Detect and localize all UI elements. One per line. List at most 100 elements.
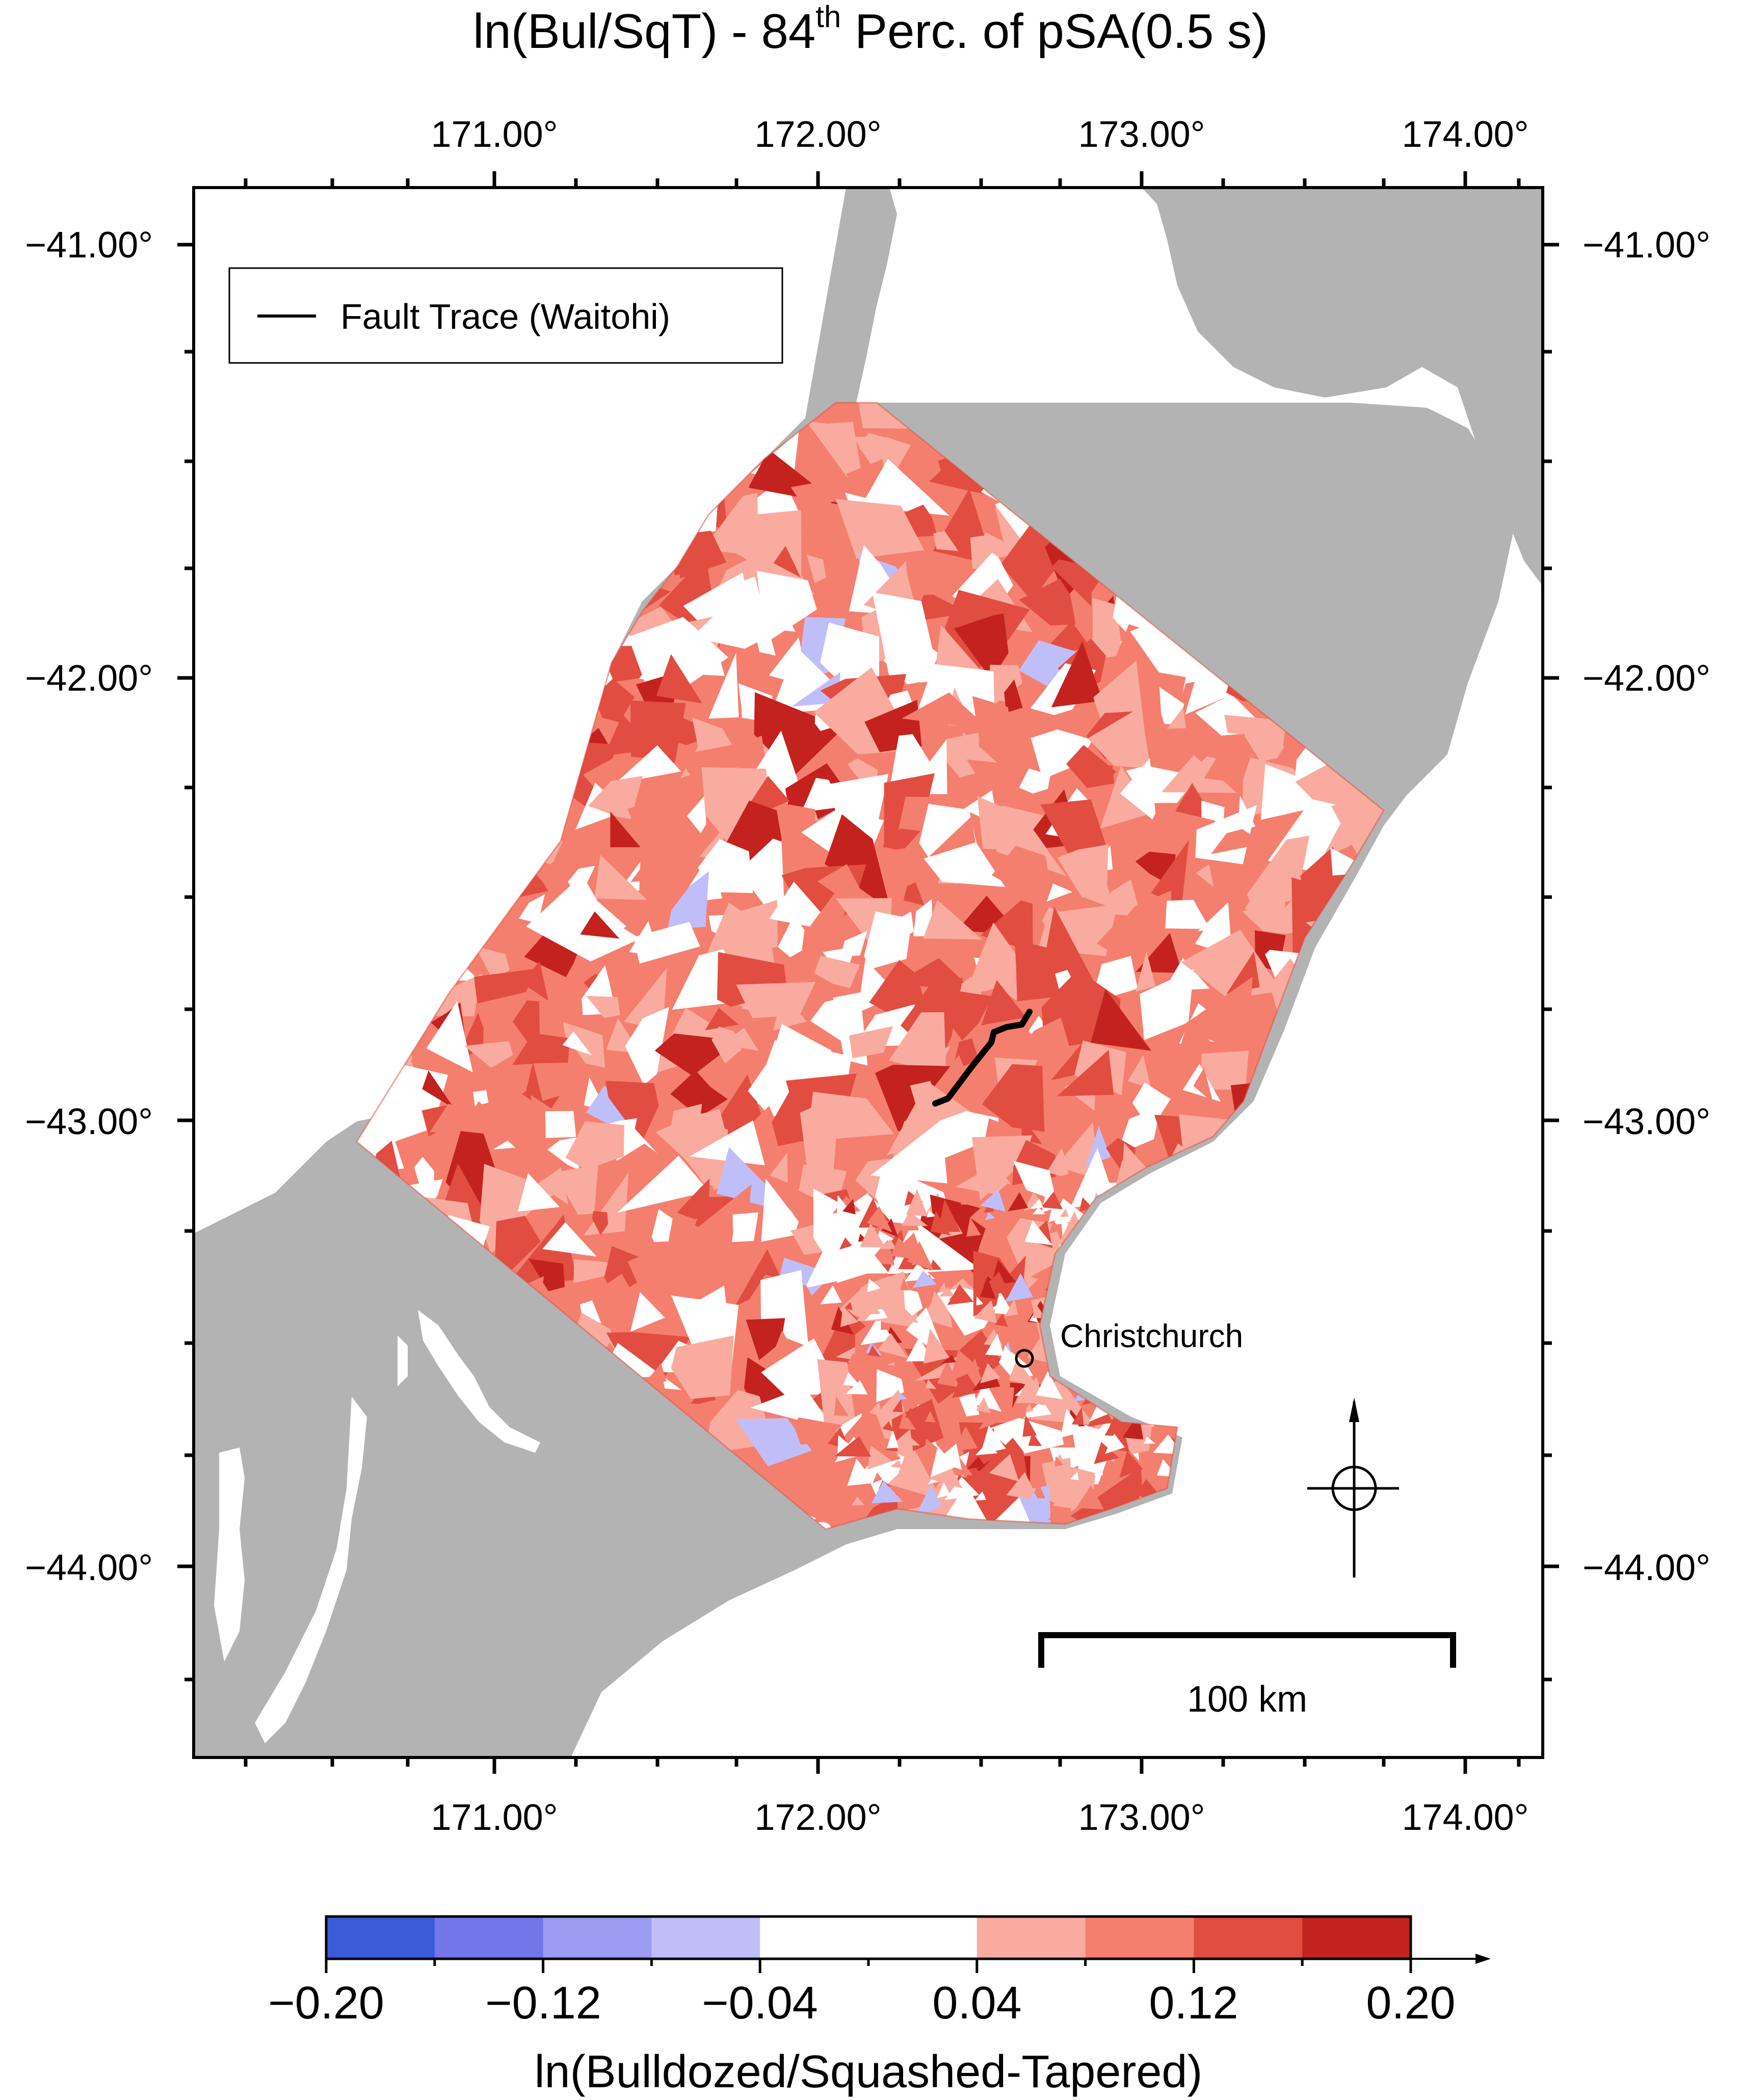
heatmap-cell bbox=[1024, 1220, 1052, 1245]
heatmap-cell bbox=[802, 497, 855, 543]
heatmap-cell bbox=[867, 1206, 892, 1232]
heatmap-cell bbox=[464, 1041, 513, 1068]
heatmap-cell bbox=[981, 980, 1026, 1026]
heatmap-cell bbox=[869, 1402, 883, 1417]
lat-tick-label-right: −41.00° bbox=[1582, 225, 1710, 266]
heatmap-cell bbox=[947, 1284, 974, 1305]
lon-tick-label-bottom: 174.00° bbox=[1402, 1797, 1528, 1838]
colorbar-swatch bbox=[1302, 1917, 1411, 1959]
heatmap-cell bbox=[1005, 1273, 1034, 1302]
heatmap-cell bbox=[630, 820, 693, 882]
heatmap-cell bbox=[517, 1173, 560, 1212]
heatmap-cell bbox=[1086, 1126, 1111, 1166]
heatmap-cell bbox=[526, 875, 640, 962]
heatmap-cell bbox=[593, 1274, 648, 1320]
heatmap-cell bbox=[861, 459, 949, 516]
heatmap-cell bbox=[869, 960, 926, 1018]
heatmap-cell bbox=[542, 1222, 597, 1257]
lake bbox=[418, 1310, 540, 1453]
colorbar-ticks bbox=[325, 1959, 1412, 1973]
heatmap-cell bbox=[890, 1232, 924, 1261]
heatmap-cell bbox=[980, 1278, 996, 1299]
heatmap-cell bbox=[976, 1296, 984, 1306]
heatmap-cell bbox=[554, 1164, 598, 1215]
heatmap-cell bbox=[937, 1360, 960, 1388]
colorbar bbox=[326, 1917, 1411, 1959]
heatmap-cell bbox=[1095, 956, 1138, 996]
heatmap-cell bbox=[985, 1212, 995, 1220]
heatmap-cell bbox=[982, 1064, 1045, 1132]
heatmap-cell bbox=[1054, 1456, 1064, 1467]
heatmap-cell bbox=[1085, 866, 1115, 909]
heatmap-cell bbox=[991, 846, 1051, 895]
heatmap-cell bbox=[903, 882, 925, 906]
heatmap-cell bbox=[1026, 1491, 1044, 1508]
heatmap-cell bbox=[521, 961, 548, 1001]
colorbar-swatch bbox=[326, 1917, 435, 1959]
heatmap-cell bbox=[1005, 1299, 1018, 1317]
heatmap-cell bbox=[493, 1140, 516, 1150]
colorbar-swatch bbox=[977, 1917, 1086, 1959]
heatmap-cell bbox=[812, 574, 852, 605]
heatmap-cell bbox=[617, 1156, 709, 1213]
heatmap-cell bbox=[925, 1379, 937, 1389]
heatmap-cell bbox=[1024, 1404, 1034, 1413]
heatmap-cell bbox=[840, 1305, 858, 1327]
heatmap-cell bbox=[906, 1189, 928, 1217]
heatmap-cell bbox=[836, 1225, 907, 1283]
heatmap-cell bbox=[975, 1474, 992, 1490]
heatmap-cell bbox=[1235, 1010, 1271, 1040]
heatmap-cell bbox=[892, 1399, 903, 1412]
heatmap-cell bbox=[1127, 1055, 1151, 1089]
heatmap-cell bbox=[625, 1007, 669, 1085]
heatmap-cell bbox=[926, 1210, 937, 1218]
heatmap-cell bbox=[1056, 1122, 1100, 1180]
fault-trace bbox=[932, 1009, 1033, 1107]
heatmap-cell bbox=[934, 1302, 947, 1315]
heatmap-cell bbox=[594, 855, 647, 900]
heatmap-cell bbox=[1143, 669, 1186, 705]
heatmap-cell bbox=[1331, 793, 1384, 867]
heatmap-cell bbox=[1019, 768, 1051, 794]
colorbar-swatch bbox=[868, 1917, 978, 1959]
heatmap-cell bbox=[1060, 1408, 1083, 1438]
heatmap-cell bbox=[630, 700, 686, 765]
heatmap-cell bbox=[902, 1211, 928, 1226]
heatmap-cell bbox=[687, 795, 706, 833]
heatmap-cell bbox=[860, 1317, 894, 1345]
heatmap-cell bbox=[475, 946, 510, 980]
heatmap-cell bbox=[1260, 764, 1319, 820]
heatmap-cell bbox=[1060, 1209, 1069, 1217]
heatmap-cell bbox=[802, 778, 842, 810]
heatmap-cell bbox=[1196, 864, 1214, 887]
heatmap-cell bbox=[924, 842, 1006, 887]
heatmap-cell bbox=[980, 1363, 1000, 1383]
heatmap-cell bbox=[882, 1421, 894, 1432]
heatmap-cell bbox=[1242, 899, 1285, 934]
heatmap-cell bbox=[533, 1062, 591, 1101]
heatmap-cell bbox=[834, 1396, 849, 1416]
heatmap-cell bbox=[1057, 1049, 1114, 1096]
heatmap-cell bbox=[1104, 1433, 1125, 1454]
heatmap-cell bbox=[988, 665, 1023, 709]
lat-tick-label-right: −42.00° bbox=[1582, 658, 1710, 699]
heatmap-cell bbox=[483, 1064, 533, 1118]
colorbar-swatch bbox=[543, 1917, 652, 1959]
heatmap-cell bbox=[989, 1454, 1019, 1482]
heatmap-cell bbox=[900, 1278, 909, 1291]
heatmap-cell bbox=[422, 1070, 455, 1109]
heatmap-cell bbox=[798, 892, 849, 946]
heatmap-cell bbox=[562, 1031, 592, 1056]
heatmap-cell bbox=[976, 1397, 991, 1413]
heatmap-cell bbox=[756, 570, 817, 643]
heatmap-cell bbox=[1015, 939, 1069, 1002]
heatmap-cell bbox=[776, 610, 796, 632]
heatmap-cell bbox=[1006, 1472, 1039, 1501]
heatmap-cell bbox=[1046, 1148, 1069, 1176]
heatmap-cell bbox=[1070, 1472, 1079, 1480]
heatmap-cell bbox=[807, 1091, 894, 1141]
heatmap-cell bbox=[670, 1070, 728, 1118]
heatmap-cell bbox=[936, 988, 993, 1041]
heatmap-cell bbox=[932, 1055, 979, 1103]
heatmap-cell bbox=[873, 1472, 883, 1483]
